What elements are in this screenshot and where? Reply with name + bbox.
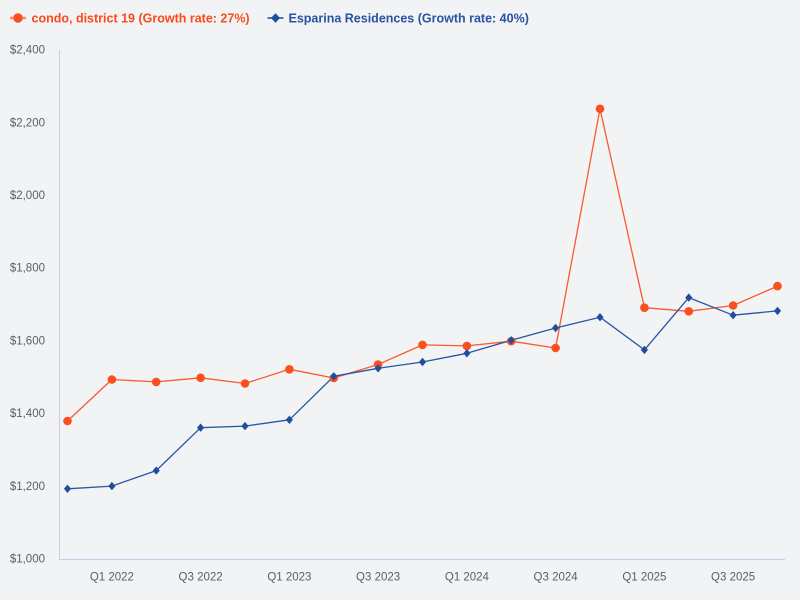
svg-text:$1,400: $1,400 — [10, 408, 45, 420]
svg-text:Q3 2023: Q3 2023 — [356, 572, 400, 584]
svg-text:Q3 2024: Q3 2024 — [534, 572, 579, 584]
svg-text:$1,200: $1,200 — [10, 481, 45, 493]
svg-text:$2,000: $2,000 — [10, 190, 45, 202]
svg-text:$2,400: $2,400 — [10, 45, 45, 57]
svg-text:$2,200: $2,200 — [10, 117, 45, 129]
svg-text:$1,800: $1,800 — [10, 263, 45, 275]
svg-text:Esparina Residences (Growth ra: Esparina Residences (Growth rate: 40%) — [289, 11, 529, 25]
svg-text:Q3 2022: Q3 2022 — [179, 572, 223, 584]
svg-text:Q1 2023: Q1 2023 — [267, 572, 311, 584]
svg-text:condo, district 19 (Growth rat: condo, district 19 (Growth rate: 27%) — [32, 11, 250, 25]
svg-text:$1,000: $1,000 — [10, 554, 45, 566]
svg-text:Q3 2025: Q3 2025 — [711, 572, 755, 584]
svg-text:Q1 2024: Q1 2024 — [445, 572, 490, 584]
svg-text:Q1 2025: Q1 2025 — [622, 572, 666, 584]
svg-text:Q1 2022: Q1 2022 — [90, 572, 134, 584]
svg-text:$1,600: $1,600 — [10, 335, 45, 347]
